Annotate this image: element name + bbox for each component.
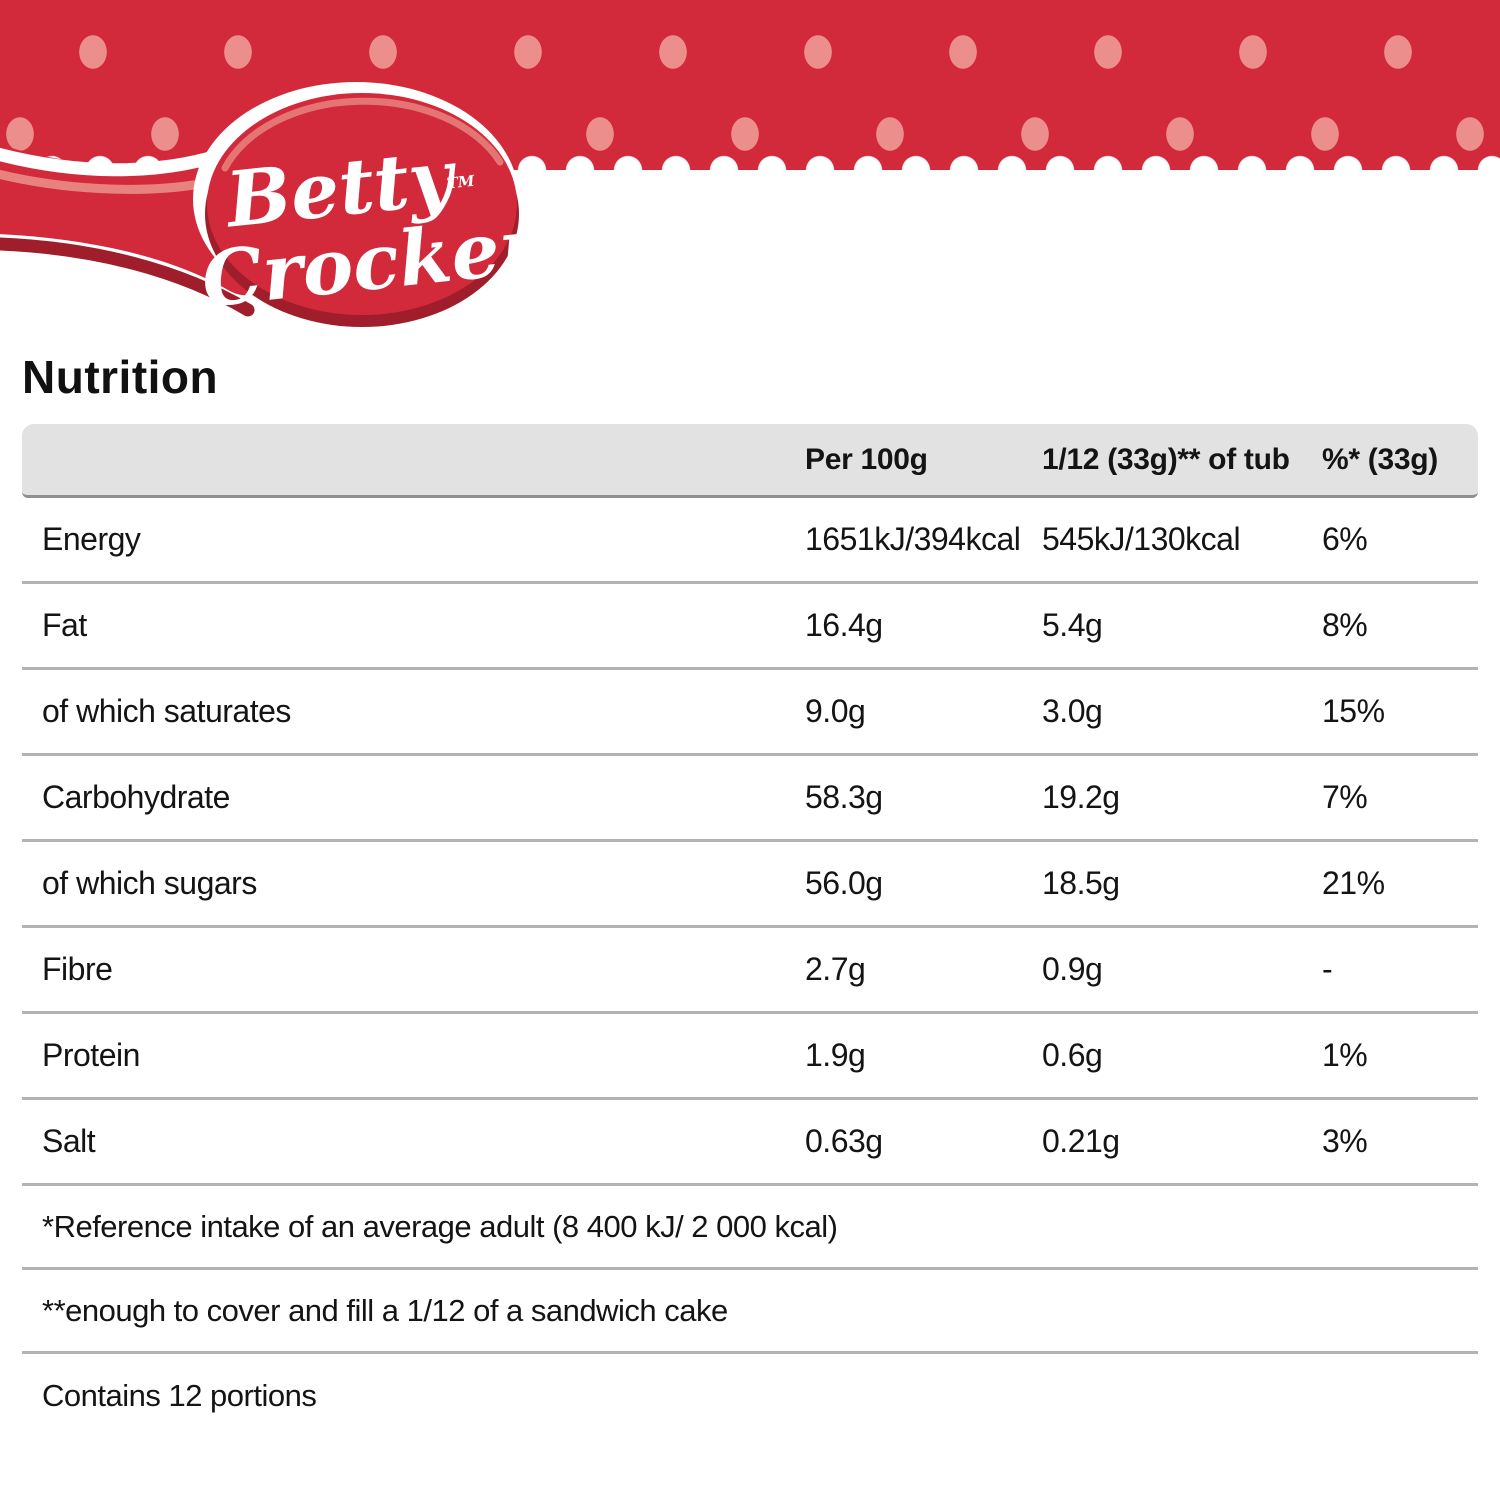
row-label: Salt (42, 1123, 96, 1159)
table-row-protein: Protein 1.9g 0.6g 1% (22, 1014, 1478, 1100)
table-row-fat: Fat 16.4g 5.4g 8% (22, 584, 1478, 670)
row-portion: 3.0g (1042, 693, 1103, 729)
row-label: Fibre (42, 951, 113, 987)
header-per-100g: Per 100g (805, 442, 928, 476)
nutrition-table: Per 100g 1/12 (33g)** of tub %* (33g) En… (22, 424, 1478, 1438)
row-portion: 0.21g (1042, 1123, 1120, 1159)
row-ri: 6% (1322, 521, 1368, 557)
table-row-salt: Salt 0.63g 0.21g 3% (22, 1100, 1478, 1186)
header-ri-percent: %* (33g) (1322, 442, 1438, 476)
spoon-bowl (207, 93, 517, 315)
table-header-row: Per 100g 1/12 (33g)** of tub %* (33g) (22, 424, 1478, 498)
row-ri: 7% (1322, 779, 1368, 815)
table-row-fibre: Fibre 2.7g 0.9g - (22, 928, 1478, 1014)
row-per100: 1651kJ/394kcal (805, 521, 1021, 557)
row-ri: 21% (1322, 865, 1385, 901)
footnote-portions-count: Contains 12 portions (42, 1378, 317, 1413)
row-label: Fat (42, 607, 87, 643)
row-per100: 58.3g (805, 779, 883, 815)
table-row-sugars: of which sugars 56.0g 18.5g 21% (22, 842, 1478, 928)
row-per100: 0.63g (805, 1123, 883, 1159)
spoon-bowl-inner-highlight (221, 97, 504, 172)
row-ri: 1% (1322, 1037, 1368, 1073)
row-label: of which sugars (42, 865, 257, 901)
row-portion: 0.9g (1042, 951, 1103, 987)
page-title: Nutrition (22, 351, 219, 403)
table-row-saturates: of which saturates 9.0g 3.0g 15% (22, 670, 1478, 756)
table-row-energy: Energy 1651kJ/394kcal 545kJ/130kcal 6% (22, 498, 1478, 584)
row-per100: 2.7g (805, 951, 866, 987)
row-label: Protein (42, 1037, 140, 1073)
betty-crocker-logo: Betty Crocker TM (0, 82, 549, 327)
row-ri: 8% (1322, 607, 1368, 643)
row-ri: 3% (1322, 1123, 1368, 1159)
brand-header: Betty Crocker TM (0, 0, 1500, 340)
row-per100: 16.4g (805, 607, 883, 643)
row-portion: 18.5g (1042, 865, 1120, 901)
footnote-reference-intake: *Reference intake of an average adult (8… (22, 1186, 1478, 1270)
row-portion: 0.6g (1042, 1037, 1103, 1073)
table-row-carbohydrate: Carbohydrate 58.3g 19.2g 7% (22, 756, 1478, 842)
row-per100: 9.0g (805, 693, 866, 729)
row-label: of which saturates (42, 693, 291, 729)
footnote-portion-explainer: **enough to cover and fill a 1/12 of a s… (22, 1270, 1478, 1354)
logo-trademark: TM (446, 172, 476, 193)
row-per100: 1.9g (805, 1037, 866, 1073)
row-ri: 15% (1322, 693, 1385, 729)
spoon-handle-shadow (0, 237, 255, 317)
row-label: Carbohydrate (42, 779, 230, 815)
spoon-handle-highlight (0, 169, 205, 194)
row-portion: 19.2g (1042, 779, 1120, 815)
row-portion: 5.4g (1042, 607, 1103, 643)
row-per100: 56.0g (805, 865, 883, 901)
row-label: Energy (42, 521, 141, 557)
header-per-portion: 1/12 (33g)** of tub (1042, 442, 1290, 476)
row-portion: 545kJ/130kcal (1042, 521, 1241, 557)
row-ri: - (1322, 951, 1333, 987)
